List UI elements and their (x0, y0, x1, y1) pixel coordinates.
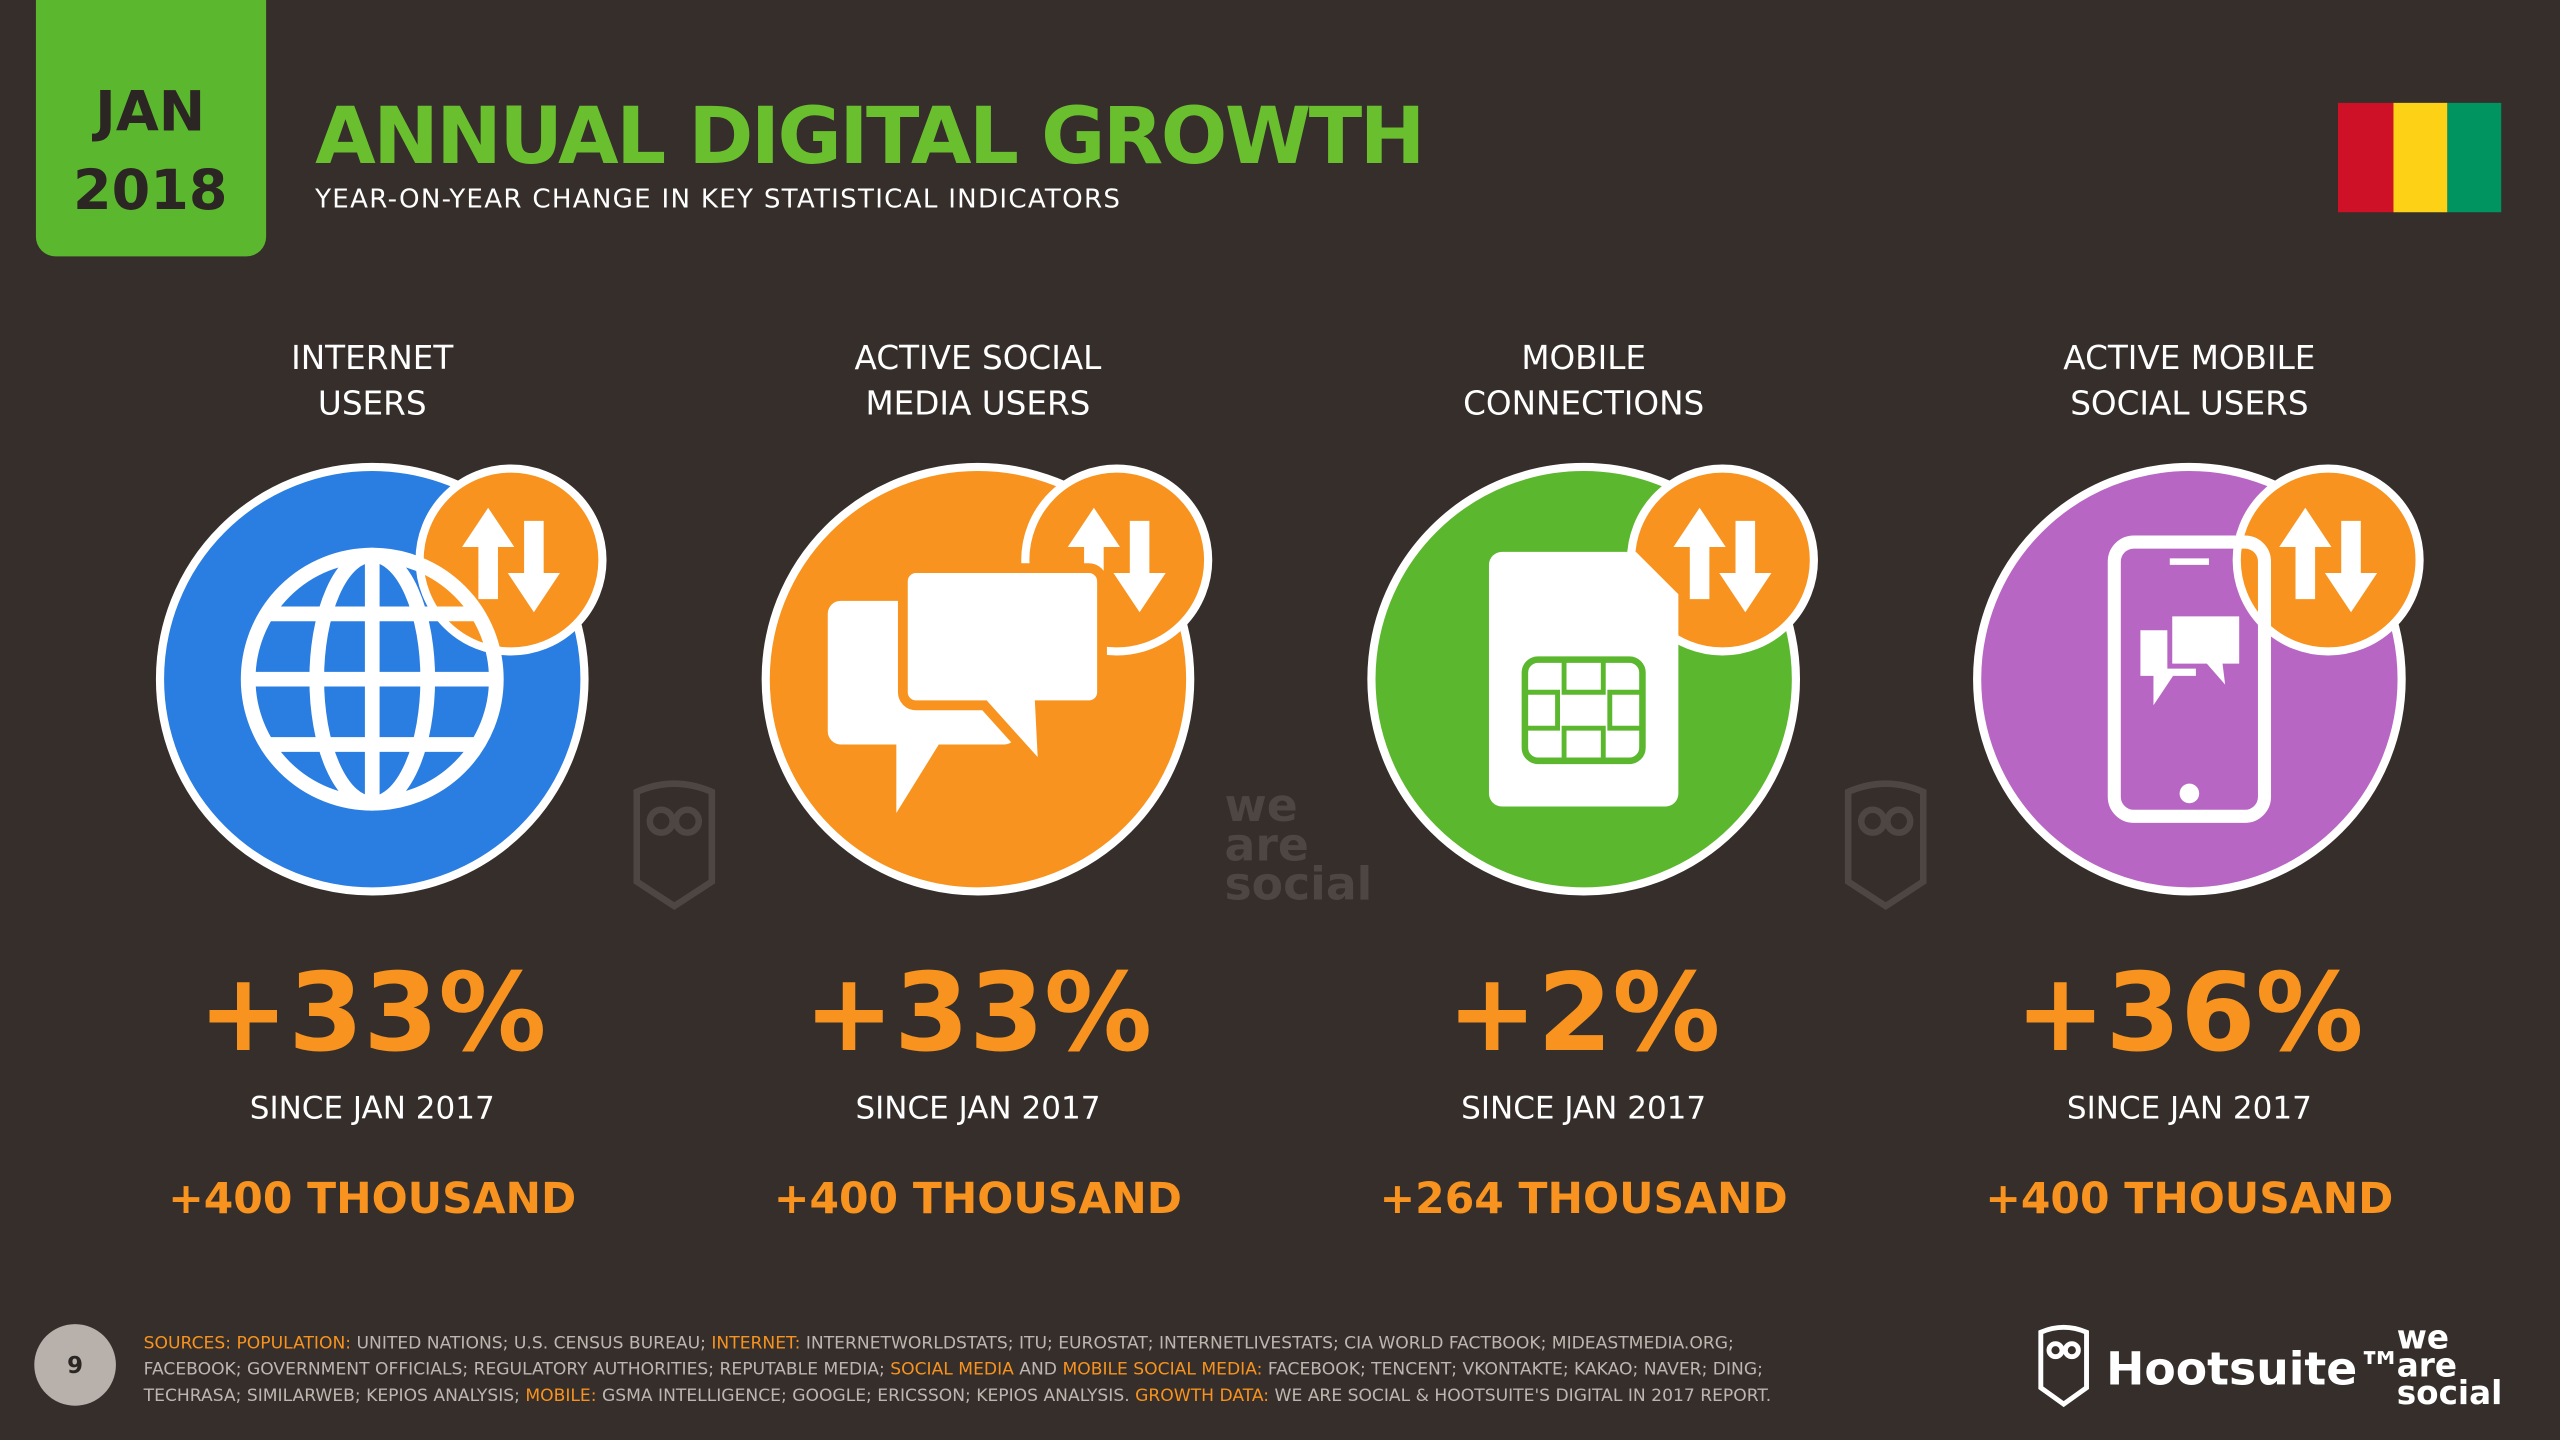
hootsuite-brand: Hootsuite™ (2106, 1342, 2403, 1395)
absolute-change: +400 THOUSAND (774, 1175, 1182, 1224)
source-line: TECHRASA; SIMILARWEB; KEPIOS ANALYSIS; M… (143, 1386, 1772, 1406)
source-segment: GROWTH DATA: (1135, 1386, 1269, 1406)
watermark-word: we (1224, 779, 1297, 832)
hootsuite-owl (2038, 1324, 2089, 1408)
badge-month: JAN (91, 80, 205, 145)
card-label: SOCIAL USERS (2070, 385, 2308, 423)
up-arrow (2279, 507, 2332, 600)
source-segment: MOBILE SOCIAL MEDIA: (1062, 1360, 1262, 1380)
change-percent: +2% (1447, 951, 1720, 1076)
source-segment: SOCIAL MEDIA (890, 1360, 1014, 1380)
absolute-change: +264 THOUSAND (1380, 1175, 1788, 1224)
date-badge (35, 0, 267, 257)
up-arrow (462, 507, 515, 600)
source-segment: INTERNET: (711, 1334, 800, 1354)
source-segment: WE ARE SOCIAL & HOOTSUITE'S DIGITAL IN 2… (1269, 1386, 1771, 1406)
source-segment: INTERNETWORLDSTATS; ITU; EUROSTAT; INTER… (800, 1334, 1733, 1354)
source-segment: SOURCES: (144, 1334, 237, 1354)
subtitle: YEAR-ON-YEAR CHANGE IN KEY STATISTICAL I… (314, 184, 1120, 214)
icons (240, 535, 2272, 823)
sources: SOURCES: POPULATION: UNITED NATIONS; U.S… (143, 1334, 1772, 1406)
since-label: SINCE JAN 2017 (250, 1090, 495, 1126)
globe-icon (240, 547, 504, 811)
card-label: USERS (318, 385, 427, 423)
badge-year: 2018 (73, 158, 227, 223)
title: ANNUAL DIGITAL GROWTH (315, 91, 1425, 182)
brand-word: we (2397, 1319, 2449, 1357)
down-arrow (2324, 520, 2378, 613)
flag-stripe (2393, 102, 2448, 213)
source-segment: GSMA INTELLIGENCE; GOOGLE; ERICSSON; KEP… (597, 1386, 1136, 1406)
source-line: SOURCES: POPULATION: UNITED NATIONS; U.S… (144, 1334, 1734, 1354)
up-arrow (1067, 507, 1120, 600)
source-segment: FACEBOOK; TENCENT; VKONTAKTE; KAKAO; NAV… (1262, 1360, 1762, 1380)
watermark-word: are (1224, 818, 1308, 871)
card-label: ACTIVE SOCIAL (855, 339, 1103, 377)
flag (2337, 102, 2502, 213)
down-arrow (507, 520, 560, 613)
owl-watermark (633, 780, 1927, 911)
card-label: CONNECTIONS (1463, 385, 1704, 423)
phone-icon (2107, 535, 2272, 823)
down-arrow (1719, 520, 1772, 613)
change-percent: +33% (198, 951, 546, 1076)
card-label: MEDIA USERS (866, 385, 1091, 423)
page-number: 9 (67, 1353, 83, 1379)
change-badge (415, 464, 607, 656)
source-segment: MOBILE: (525, 1386, 596, 1406)
brand-word: are (2397, 1346, 2457, 1384)
card-label: MOBILE (1521, 339, 1646, 377)
source-segment: UNITED NATIONS; U.S. CENSUS BUREAU; (351, 1334, 711, 1354)
sim-icon (1488, 551, 1679, 807)
absolute-change: +400 THOUSAND (1985, 1175, 2393, 1224)
page-badge (34, 1324, 116, 1406)
source-segment: TECHRASA; SIMILARWEB; KEPIOS ANALYSIS; (143, 1386, 526, 1406)
flag-stripe (2337, 102, 2394, 213)
change-percent: +33% (804, 951, 1152, 1076)
since-label: SINCE JAN 2017 (855, 1090, 1100, 1126)
up-arrow (1673, 507, 1726, 600)
watermark-word: social (1224, 858, 1372, 911)
source-segment: FACEBOOK; GOVERNMENT OFFICIALS; REGULATO… (144, 1360, 891, 1380)
source-segment: POPULATION: (236, 1334, 351, 1354)
since-label: SINCE JAN 2017 (1461, 1090, 1706, 1126)
card-label: ACTIVE MOBILE (2063, 339, 2315, 377)
source-segment: AND (1014, 1360, 1063, 1380)
flag-stripe (2447, 102, 2502, 213)
down-arrow (1113, 520, 1166, 613)
change-percent: +36% (2015, 951, 2363, 1076)
since-label: SINCE JAN 2017 (2067, 1090, 2312, 1126)
card-label: INTERNET (291, 339, 454, 377)
cards: INTERNET USERS +33% SINCE JAN 2017 +400 THOU… (155, 339, 2424, 1224)
absolute-change: +400 THOUSAND (168, 1175, 576, 1224)
chat-icon (827, 563, 1107, 814)
change-badge (2232, 464, 2424, 656)
source-line: FACEBOOK; GOVERNMENT OFFICIALS; REGULATO… (144, 1360, 1763, 1380)
brand-word: social (2397, 1374, 2503, 1412)
